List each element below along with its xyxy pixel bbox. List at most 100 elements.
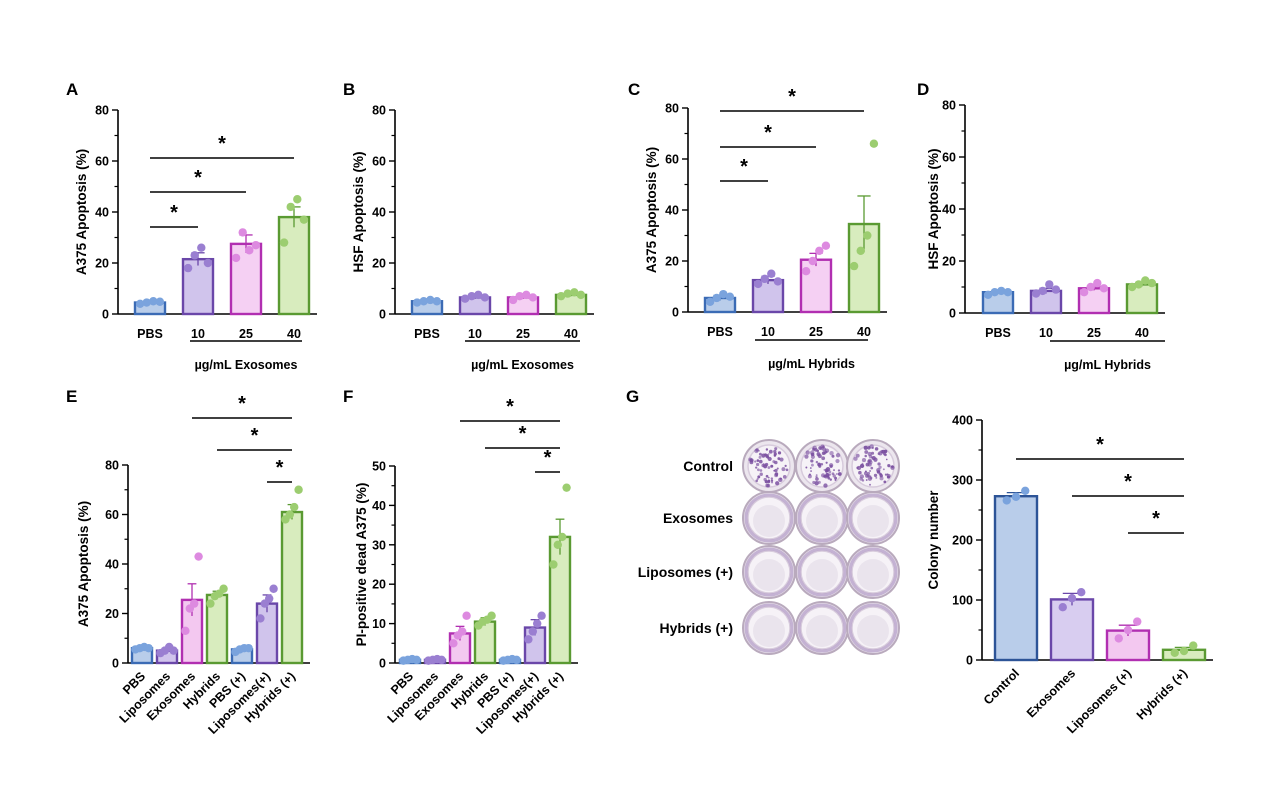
group-label: µg/mL Exosomes (195, 358, 298, 372)
y-tick-label: 0 (102, 308, 109, 322)
colony-dot (829, 463, 834, 468)
colony-dot (815, 475, 818, 479)
colony-plate (795, 601, 849, 655)
colony-dot (868, 458, 872, 463)
data-point (524, 635, 533, 644)
colony-dot (829, 451, 834, 456)
data-point (244, 643, 253, 653)
colony-dot (815, 474, 818, 477)
data-point (556, 291, 566, 301)
data-point (1067, 594, 1077, 603)
plate-stain-rim (848, 603, 898, 653)
data-point (1038, 286, 1047, 296)
colony-dot (765, 448, 769, 451)
data-point (197, 243, 206, 252)
colony-dot (858, 470, 862, 475)
colony-dot (859, 463, 865, 469)
colony-dot (835, 473, 838, 476)
data-point (269, 584, 278, 593)
colony-plate (742, 545, 796, 599)
colony-dot (748, 457, 753, 462)
data-point (231, 253, 241, 263)
colony-dot (764, 479, 768, 484)
colony-plate (795, 545, 849, 599)
data-point (1141, 276, 1150, 285)
colony-dot (773, 452, 777, 456)
data-point (983, 290, 993, 299)
colony-dot (871, 451, 875, 455)
colony-dot (859, 474, 865, 479)
data-point (512, 655, 521, 665)
data-point (194, 552, 203, 561)
data-point (1003, 288, 1013, 297)
data-point (1011, 492, 1021, 501)
data-point (821, 241, 831, 250)
colony-dot (774, 473, 779, 478)
x-tick-label: 25 (809, 325, 823, 339)
colony-dot (810, 470, 812, 472)
colony-dot (804, 454, 809, 459)
x-tick-label: 25 (516, 327, 530, 341)
plate-row-label: Liposomes (+) (638, 564, 733, 580)
data-point (181, 626, 190, 636)
colony-dot (855, 453, 860, 458)
data-point (135, 299, 145, 308)
plate-row-label: Exosomes (663, 510, 733, 526)
colony-dot (756, 468, 760, 472)
data-point (1179, 646, 1189, 656)
y-tick-label: 0 (966, 654, 973, 668)
colony-dot (767, 476, 770, 479)
data-point (563, 289, 572, 298)
colony-dot (828, 473, 832, 476)
colony-dot (835, 458, 840, 464)
colony-dot (865, 479, 868, 481)
data-point (1134, 280, 1143, 289)
colony-dot (758, 459, 763, 464)
colony-plates: Control Exosomes Liposomes (+) Hybrids (+) (638, 439, 900, 655)
colony-dot (876, 470, 881, 474)
significance-star: * (194, 167, 202, 189)
colony-dot (807, 474, 812, 479)
y-axis-title: PI-positive dead A375 (%) (354, 483, 369, 647)
colony-dot (833, 469, 835, 472)
y-tick-label: 40 (105, 558, 119, 572)
colony-dot (827, 476, 831, 480)
data-point (480, 293, 490, 302)
x-tick-label: 40 (1135, 326, 1149, 340)
data-point (869, 139, 879, 148)
y-tick-label: 20 (665, 255, 679, 269)
y-tick-label: 20 (942, 255, 956, 269)
data-point (279, 238, 289, 247)
data-point (1099, 284, 1109, 293)
colony-plate (742, 601, 796, 655)
colony-dot (875, 476, 878, 479)
y-tick-label: 0 (672, 306, 679, 320)
colony-plate (795, 439, 849, 493)
colony-dot (877, 462, 881, 466)
data-point (265, 594, 274, 603)
plate-stain-rim (744, 603, 794, 653)
colony-plate (795, 491, 849, 545)
x-tick-label: 40 (857, 325, 871, 339)
y-tick-label: 10 (372, 617, 386, 631)
data-point (553, 540, 562, 549)
data-point (549, 560, 558, 569)
colony-dot (864, 454, 867, 458)
colony-dot (863, 445, 868, 450)
data-point (285, 510, 294, 519)
colony-dot (755, 479, 758, 483)
y-tick-label: 60 (942, 151, 956, 165)
colony-dot (758, 449, 760, 452)
y-tick-label: 50 (372, 460, 386, 474)
colony-dot (759, 472, 763, 477)
data-point (533, 619, 542, 628)
chart-d: D 0 20 40 60 80 HSF Apoptosis (%) PBS 10 25 40 µg/m… (917, 80, 1165, 372)
colony-dot (781, 467, 786, 472)
plate-row-label: Control (683, 458, 733, 474)
y-tick-label: 60 (665, 153, 679, 167)
significance-star: * (1152, 508, 1160, 530)
panel-label: C (628, 80, 640, 99)
colony-dot (884, 473, 888, 476)
data-point (460, 294, 470, 303)
colony-dot (881, 449, 886, 454)
